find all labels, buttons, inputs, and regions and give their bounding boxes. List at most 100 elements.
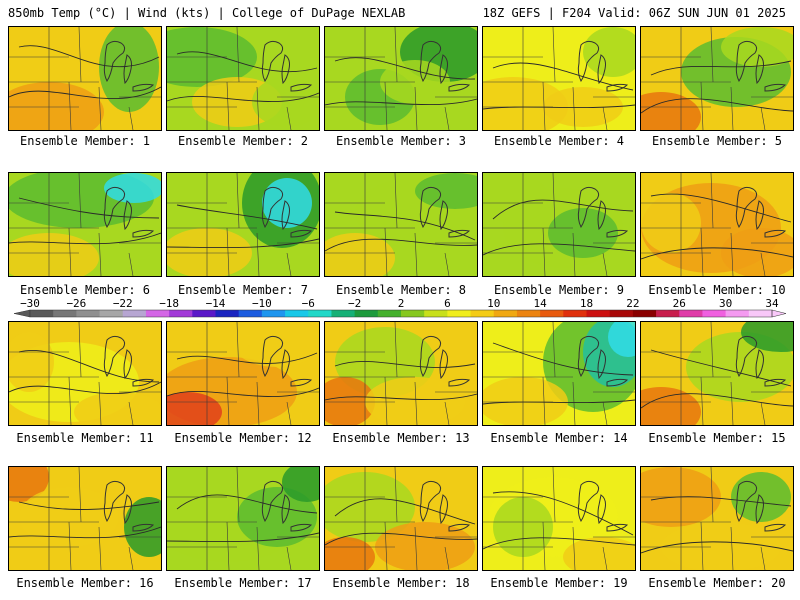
wind-contours	[641, 193, 793, 260]
colorbar-tick-label: 2	[398, 297, 405, 310]
colorbar-tick-label: −10	[252, 297, 272, 310]
run-valid-time: 18Z GEFS | F204 Valid: 06Z SUN JUN 01 20…	[482, 6, 786, 20]
colorbar-swatch	[609, 310, 634, 317]
temperature-field-map	[483, 467, 635, 570]
temperature-field-map	[167, 322, 319, 425]
member-label: Ensemble Member: 5	[651, 134, 783, 148]
wind-contours	[325, 498, 477, 546]
colorbar-swatch	[401, 310, 425, 317]
member-label: Ensemble Member: 4	[493, 134, 625, 148]
temperature-field-map	[325, 173, 477, 276]
colorbar-tick-label: 26	[673, 297, 686, 310]
member-label: Ensemble Member: 7	[177, 283, 309, 297]
colorbar-right-arrow	[771, 309, 787, 318]
map-panel-member-9	[482, 172, 636, 277]
great-lakes-outline	[103, 186, 155, 238]
colorbar-tick-label: −22	[113, 297, 133, 310]
great-lakes-outline	[261, 335, 313, 387]
member-label: Ensemble Member: 6	[19, 283, 151, 297]
colorbar-swatch	[145, 310, 170, 317]
member-label: Ensemble Member: 14	[490, 431, 628, 445]
map-panel-member-11	[8, 321, 162, 426]
colorbar-left-arrow	[13, 309, 31, 318]
member-label: Ensemble Member: 20	[648, 576, 786, 590]
member-label: Ensemble Member: 1	[19, 134, 151, 148]
colorbar-swatch	[493, 310, 518, 317]
member-label: Ensemble Member: 16	[16, 576, 154, 590]
member-label: Ensemble Member: 19	[490, 576, 628, 590]
temperature-field-map	[641, 322, 793, 425]
colorbar-swatch	[586, 310, 611, 317]
wind-contours	[9, 45, 161, 100]
map-panel-member-3	[324, 26, 478, 131]
wind-contours	[167, 494, 319, 543]
colorbar-swatch	[447, 310, 472, 317]
great-lakes-outline	[103, 40, 155, 92]
colorbar-swatch	[192, 310, 216, 317]
temperature-field-map	[641, 27, 793, 130]
chart-title: 850mb Temp (°C) | Wind (kts) | College o…	[8, 6, 406, 20]
colorbar-swatch	[76, 310, 101, 317]
colorbar-swatch	[540, 310, 564, 317]
map-panel-member-10	[640, 172, 794, 277]
temperature-field-map	[325, 467, 477, 570]
great-lakes-outline	[419, 186, 471, 238]
map-panel-member-1	[8, 26, 162, 131]
member-label: Ensemble Member: 15	[648, 431, 786, 445]
map-panel-member-18	[324, 466, 478, 571]
colorbar-tick-label: −18	[159, 297, 179, 310]
state-borders	[325, 322, 477, 425]
colorbar-tick-label: 34	[765, 297, 779, 310]
temperature-field-map	[9, 322, 161, 425]
wind-contours	[483, 342, 635, 405]
colorbar-tick-label: 30	[719, 297, 732, 310]
map-panel-member-6	[8, 172, 162, 277]
state-borders	[325, 27, 477, 130]
state-borders	[641, 322, 793, 425]
member-label: Ensemble Member: 10	[648, 283, 786, 297]
temperature-field-map	[167, 467, 319, 570]
colorbar-swatch	[725, 310, 750, 317]
colorbar-swatch	[377, 310, 402, 317]
map-panel-member-13	[324, 321, 478, 426]
member-label: Ensemble Member: 11	[16, 431, 154, 445]
member-label: Ensemble Member: 17	[174, 576, 312, 590]
wind-contours	[167, 352, 319, 398]
map-panel-member-15	[640, 321, 794, 426]
colorbar-swatch	[656, 310, 680, 317]
state-borders	[9, 27, 161, 130]
colorbar-swatch	[285, 310, 309, 317]
colorbar-swatch	[53, 310, 77, 317]
wind-contours	[641, 60, 793, 114]
wind-contours	[9, 350, 161, 395]
colorbar-swatch	[308, 310, 332, 317]
member-label: Ensemble Member: 3	[335, 134, 467, 148]
colorbar-swatch	[516, 310, 541, 317]
map-panel-member-2	[166, 26, 320, 131]
member-label: Ensemble Member: 12	[174, 431, 312, 445]
colorbar-tick-label: −2	[348, 297, 361, 310]
map-panel-member-16	[8, 466, 162, 571]
great-lakes-outline	[419, 480, 471, 532]
wind-contours	[483, 62, 635, 110]
wind-contours	[167, 204, 319, 249]
temperature-field-map	[641, 467, 793, 570]
wind-contours	[325, 211, 477, 252]
map-panel-member-17	[166, 466, 320, 571]
colorbar-tick-label: −26	[66, 297, 86, 310]
state-borders	[325, 467, 477, 570]
great-lakes-outline	[735, 40, 787, 92]
colorbar-swatch	[122, 310, 147, 317]
map-panel-member-8	[324, 172, 478, 277]
colorbar-swatch	[470, 310, 495, 317]
member-label: Ensemble Member: 18	[332, 576, 470, 590]
colorbar-swatch	[331, 310, 356, 317]
wind-contours	[641, 496, 793, 554]
state-borders	[483, 467, 635, 570]
great-lakes-outline	[577, 186, 629, 238]
temperature-field-map	[167, 27, 319, 130]
great-lakes-outline	[419, 335, 471, 387]
temperature-field-map	[9, 467, 161, 570]
wind-contours	[641, 349, 793, 409]
map-panel-member-7	[166, 172, 320, 277]
